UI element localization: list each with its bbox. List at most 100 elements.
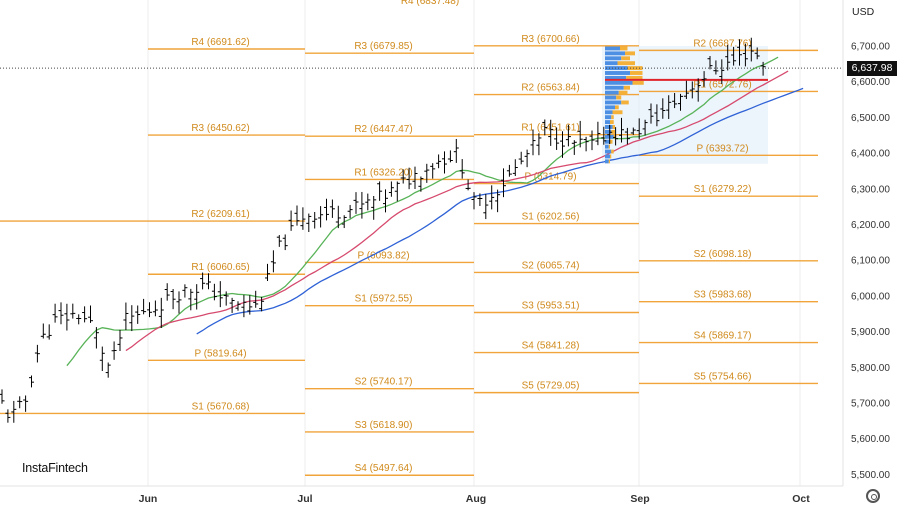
pivot-level-label: S2 (6098.18): [694, 249, 752, 260]
pivot-level-label: S2 (5740.17): [355, 377, 413, 388]
volume-profile-row-buy: [605, 61, 618, 66]
volume-profile-row-sell: [630, 71, 643, 75]
volume-profile-row-buy: [605, 149, 612, 154]
volume-profile-row-buy: [605, 100, 622, 105]
volume-profile-row-sell: [608, 159, 610, 164]
pivot-level-label: S2 (6065.74): [522, 260, 580, 271]
volume-profile-row-buy: [605, 71, 630, 75]
settings-gear-icon[interactable]: [866, 489, 880, 503]
volume-profile-row-sell: [612, 125, 615, 129]
pivot-level-label: S1 (5972.55): [355, 294, 413, 305]
volume-profile-row-buy: [605, 66, 628, 71]
volume-profile-row-sell: [617, 61, 635, 66]
volume-profile-row-sell: [632, 80, 644, 85]
volume-profile-row-buy: [605, 139, 610, 144]
price-tick-label: 5,500.00: [851, 470, 890, 481]
pivot-level-label: P (6393.72): [696, 143, 748, 154]
pivot-level-label: P (5819.64): [194, 348, 246, 359]
volume-profile-row-sell: [625, 51, 635, 56]
pivot-level-label: R4 (6837.48): [401, 0, 459, 7]
volume-profile-row-sell: [620, 46, 628, 51]
pivot-level-label: S4 (5841.28): [522, 341, 580, 352]
price-tick-label: 5,900.00: [851, 327, 890, 338]
month-tick-label: Jul: [297, 493, 312, 505]
volume-profile-row-buy: [605, 75, 627, 80]
month-tick-label: Sep: [630, 493, 649, 505]
volume-profile-row-buy: [605, 115, 612, 120]
pivot-level-label: P (6093.82): [357, 250, 409, 261]
price-tick-label: 6,400.00: [851, 149, 890, 160]
volume-profile-row-sell: [616, 95, 622, 100]
volume-profile-row-sell: [618, 90, 628, 95]
volume-profile-row-buy: [605, 85, 624, 90]
volume-profile-row-buy: [605, 51, 625, 56]
last-price-badge: 6,637.98: [847, 61, 897, 76]
volume-profile-row-sell: [623, 85, 630, 90]
pivot-level-label: R1 (6572.76): [693, 79, 751, 90]
volume-profile-row-buy: [605, 154, 610, 159]
pivot-level-label: P (6314.79): [524, 172, 576, 183]
volume-profile-row-sell: [611, 129, 615, 134]
moving-average-green: [66, 56, 779, 367]
pivot-level-label: S1 (6202.56): [522, 212, 580, 223]
pivot-level-label: R3 (6679.85): [354, 41, 412, 52]
price-tick-label: 6,000.00: [851, 291, 890, 302]
price-tick-label: 6,600.00: [851, 77, 890, 88]
volume-profile-row-sell: [611, 115, 614, 120]
volume-profile-row-buy: [605, 56, 622, 61]
price-tick-label: 6,700.00: [851, 42, 890, 53]
month-tick-label: Oct: [792, 493, 810, 505]
price-tick-label: 6,500.00: [851, 113, 890, 124]
pivot-level-label: R2 (6209.61): [191, 209, 249, 220]
price-tick-label: 5,800.00: [851, 363, 890, 374]
pivot-level-label: S5 (5754.66): [694, 371, 752, 382]
volume-profile-row-buy: [605, 144, 609, 149]
volume-profile-row-sell: [610, 120, 614, 125]
volume-profile-row-sell: [611, 149, 614, 154]
volume-profile-row-buy: [605, 159, 609, 164]
volume-profile-row-buy: [605, 110, 613, 115]
volume-profile-row-buy: [605, 90, 619, 95]
price-tick-label: 6,300.00: [851, 184, 890, 195]
pivot-level-label: R2 (6687.76): [693, 38, 751, 49]
price-tick-label: 5,700.00: [851, 399, 890, 410]
volume-profile-row-buy: [605, 129, 612, 134]
volume-profile-row-sell: [610, 139, 613, 144]
brand-watermark: InstaFintech: [22, 461, 88, 475]
volume-profile-row-sell: [627, 66, 643, 71]
volume-profile-row-buy: [605, 95, 617, 100]
pivot-level-label: S3 (5618.90): [355, 420, 413, 431]
pivot-level-label: S3 (5953.51): [522, 300, 580, 311]
pivot-level-label: S1 (6279.22): [694, 184, 752, 195]
volume-profile-row-buy: [605, 120, 610, 125]
pivot-level-label: S4 (5869.17): [694, 331, 752, 342]
volume-profile-row-sell: [613, 134, 617, 139]
volume-profile-row-buy: [605, 46, 620, 51]
pivot-level-label: S3 (5983.68): [694, 290, 752, 301]
currency-label[interactable]: USD: [852, 6, 875, 18]
volume-profile-row-sell: [615, 105, 619, 110]
volume-profile-row-sell: [608, 144, 610, 149]
moving-average-red: [125, 70, 789, 352]
price-tick-label: 6,200.00: [851, 220, 890, 231]
pivot-level-label: R1 (6326.20): [354, 167, 412, 178]
month-tick-label: Jun: [139, 493, 158, 505]
pivot-level-label: S1 (5670.68): [192, 401, 250, 412]
pivot-level-label: S4 (5497.64): [355, 463, 413, 474]
price-tick-label: 6,100.00: [851, 256, 890, 267]
volume-profile-row-buy: [605, 105, 615, 110]
volume-profile-row-buy: [605, 80, 633, 85]
pivot-level-label: R3 (6450.62): [191, 123, 249, 134]
volume-profile-row-sell: [610, 154, 612, 159]
volume-profile-row-sell: [626, 75, 643, 80]
pivot-level-label: R3 (6700.66): [521, 34, 579, 45]
price-tick-label: 5,600.00: [851, 434, 890, 445]
pivot-level-label: S5 (5729.05): [522, 381, 580, 392]
volume-profile-row-sell: [612, 110, 623, 115]
pivot-level-label: R2 (6563.84): [521, 83, 579, 94]
month-tick-label: Aug: [466, 493, 486, 505]
pivot-level-label: R4 (6691.62): [191, 37, 249, 48]
pivot-level-label: R1 (6060.65): [191, 262, 249, 273]
volume-profile-row-sell: [621, 100, 629, 105]
